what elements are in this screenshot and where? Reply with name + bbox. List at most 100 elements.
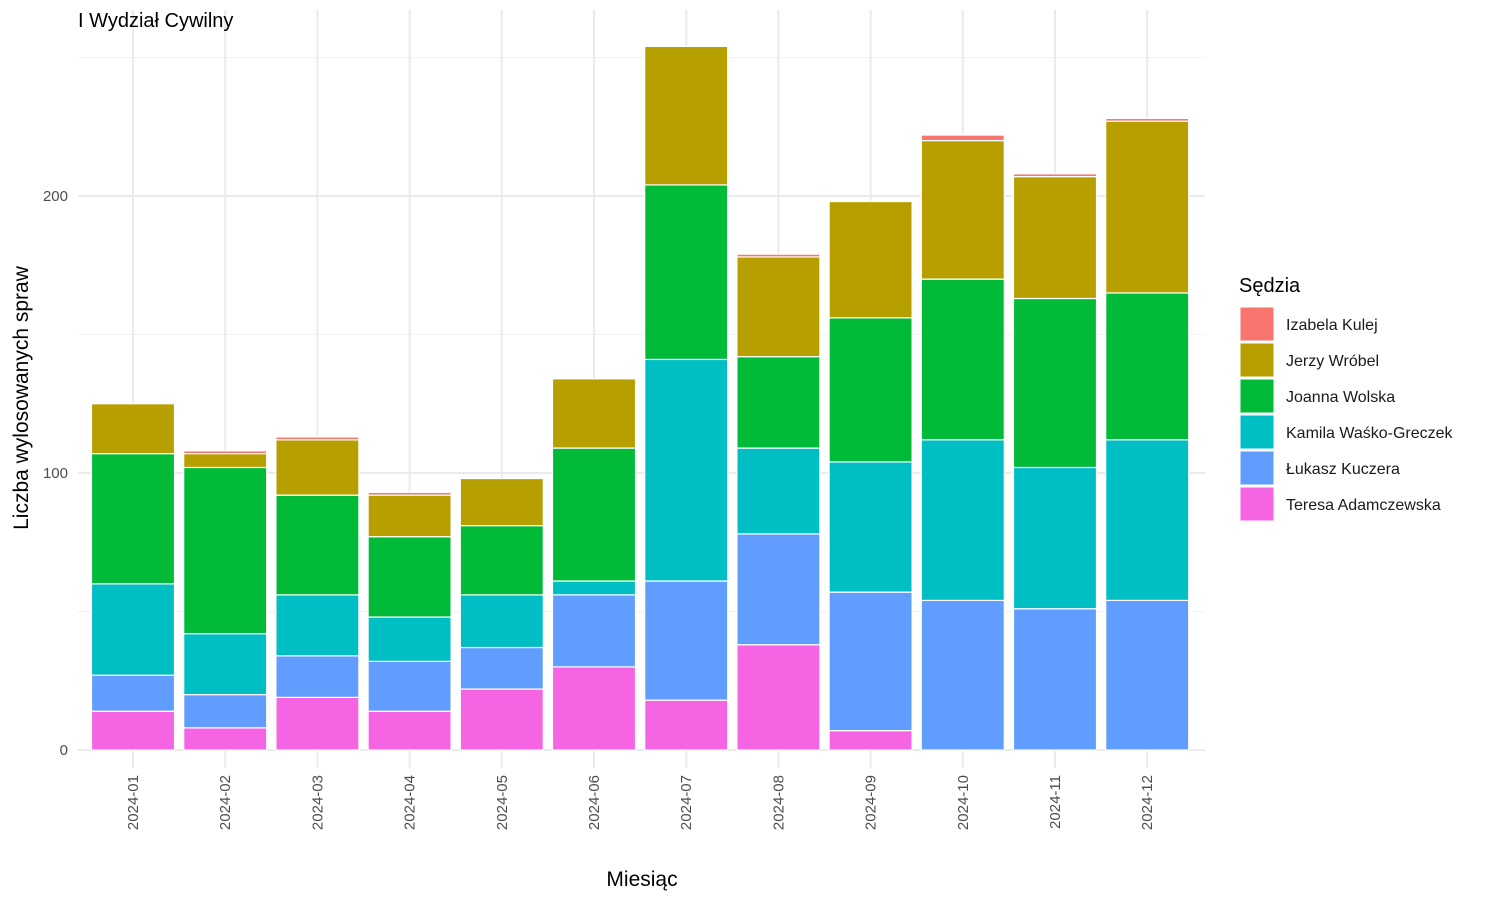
- y-axis-title: Liczba wylosowanych spraw: [10, 265, 33, 530]
- bar-2024-02-series-5: [183, 450, 268, 455]
- x-tick-label-2024-07: 2024-07: [678, 775, 695, 830]
- bars: [90, 45, 1190, 751]
- legend-title: Sędzia: [1239, 275, 1301, 297]
- legend-label-0: Izabela Kulej: [1286, 317, 1378, 334]
- legend-label-5: Teresa Adamczewska: [1286, 497, 1441, 514]
- bar-2024-11-series-2: [1012, 466, 1098, 610]
- bar-2024-11-series-5: [1012, 173, 1098, 178]
- bar-2024-06-series-2: [551, 580, 637, 596]
- y-tick-label-1: 100: [43, 465, 68, 482]
- bar-2024-12-series-4: [1105, 120, 1190, 294]
- bar-2024-04-series-5: [367, 491, 452, 496]
- bar-2024-09-series-1: [828, 591, 913, 732]
- bar-2024-08-series-3: [736, 356, 821, 449]
- bar-2024-05-series-0: [459, 688, 544, 751]
- legend-key-0: [1239, 306, 1275, 342]
- bar-2024-04-series-0: [367, 710, 452, 751]
- y-tick-label-2: 200: [43, 188, 68, 205]
- bar-2024-06-series-4: [551, 378, 637, 449]
- bar-2024-02-series-0: [183, 727, 268, 751]
- bar-2024-09-series-4: [828, 200, 913, 319]
- x-tick-label-2024-06: 2024-06: [586, 775, 603, 830]
- bar-2024-12-series-5: [1105, 117, 1190, 122]
- bar-2024-01-series-1: [90, 674, 176, 712]
- x-axis-ticks: 2024-01 2024-02 2024-03 2024-04 2024-05 2024-…: [125, 775, 1156, 830]
- chart-title: I Wydział Cywilny: [78, 10, 233, 32]
- legend-key-2: [1239, 378, 1275, 414]
- x-tick-label-2024-05: 2024-05: [494, 775, 511, 830]
- bar-2024-06-series-0: [551, 666, 637, 751]
- bar-2024-11-series-4: [1012, 176, 1098, 300]
- bar-2024-07-series-4: [644, 45, 729, 186]
- bar-2024-06-series-3: [551, 447, 637, 582]
- bar-2024-07-series-1: [644, 580, 729, 701]
- bar-2024-04-series-2: [367, 616, 452, 662]
- bar-2024-03-series-4: [275, 439, 360, 496]
- bar-2024-12-series-3: [1105, 292, 1190, 441]
- legend-label-2: Joanna Wolska: [1286, 389, 1395, 406]
- x-tick-label-2024-08: 2024-08: [770, 775, 787, 830]
- bar-2024-03-series-2: [275, 594, 360, 657]
- bar-2024-08-series-4: [736, 256, 821, 358]
- bar-2024-02-series-3: [183, 466, 268, 635]
- legend-key-3: [1239, 414, 1275, 450]
- bar-2024-10-series-3: [920, 278, 1005, 441]
- legend-label-4: Łukasz Kuczera: [1286, 461, 1400, 478]
- y-tick-label-0: 0: [60, 742, 68, 759]
- bar-2024-10-series-4: [920, 140, 1005, 280]
- bar-2024-03-series-0: [275, 696, 360, 751]
- bar-2024-10-series-1: [920, 599, 1005, 751]
- bar-2024-02-series-1: [183, 693, 268, 729]
- bar-2024-09-series-2: [828, 461, 913, 593]
- bar-2024-01-series-2: [90, 583, 176, 676]
- bar-2024-02-series-2: [183, 633, 268, 696]
- x-tick-label-2024-01: 2024-01: [125, 775, 142, 830]
- x-tick-label-2024-12: 2024-12: [1139, 775, 1156, 830]
- x-tick-label-2024-09: 2024-09: [863, 775, 880, 830]
- x-tick-label-2024-03: 2024-03: [309, 775, 326, 830]
- legend-label-3: Kamila Waśko-Greczek: [1286, 425, 1454, 442]
- bar-2024-05-series-2: [459, 594, 544, 649]
- bar-2024-09-series-3: [828, 317, 913, 463]
- bar-2024-05-series-3: [459, 525, 544, 596]
- x-tick-label-2024-04: 2024-04: [402, 775, 419, 830]
- legend-key-1: [1239, 342, 1275, 378]
- bar-2024-09-series-0: [828, 730, 913, 751]
- bar-2024-03-series-5: [275, 436, 360, 441]
- bar-2024-01-series-4: [90, 403, 176, 455]
- bar-2024-07-series-0: [644, 699, 729, 751]
- x-tick-label-2024-10: 2024-10: [955, 775, 972, 830]
- bar-2024-12-series-1: [1105, 599, 1190, 751]
- x-tick-label-2024-02: 2024-02: [217, 775, 234, 830]
- bar-2024-04-series-4: [367, 494, 452, 538]
- bar-2024-10-series-5: [920, 134, 1005, 142]
- bar-2024-11-series-3: [1012, 297, 1098, 469]
- legend-label-1: Jerzy Wróbel: [1286, 353, 1379, 370]
- x-axis-title: Miesiąc: [606, 868, 677, 891]
- legend-key-4: [1239, 450, 1275, 486]
- bar-2024-05-series-1: [459, 646, 544, 690]
- bar-2024-02-series-4: [183, 453, 268, 469]
- bar-2024-03-series-1: [275, 655, 360, 698]
- bar-2024-08-series-1: [736, 533, 821, 646]
- bar-2024-04-series-3: [367, 536, 452, 618]
- y-axis-ticks: 0 100 200: [43, 188, 68, 759]
- bar-2024-11-series-1: [1012, 608, 1098, 751]
- x-tick-label-2024-11: 2024-11: [1047, 775, 1064, 829]
- bar-2024-05-series-4: [459, 477, 544, 527]
- legend-key-5: [1239, 486, 1275, 522]
- bar-2024-07-series-2: [644, 358, 729, 582]
- bar-2024-08-series-5: [736, 253, 821, 258]
- bar-2024-04-series-1: [367, 660, 452, 712]
- bar-2024-01-series-3: [90, 453, 176, 585]
- bar-2024-08-series-2: [736, 447, 821, 535]
- bar-2024-01-series-0: [90, 710, 176, 751]
- bar-2024-10-series-2: [920, 439, 1005, 602]
- bar-2024-12-series-2: [1105, 439, 1190, 602]
- bar-2024-07-series-3: [644, 184, 729, 361]
- bar-2024-03-series-3: [275, 494, 360, 596]
- legend: Sędzia Izabela Kulej Jerzy Wróbel Joanna W…: [1239, 275, 1454, 522]
- bar-2024-08-series-0: [736, 644, 821, 751]
- bar-2024-06-series-1: [551, 594, 637, 668]
